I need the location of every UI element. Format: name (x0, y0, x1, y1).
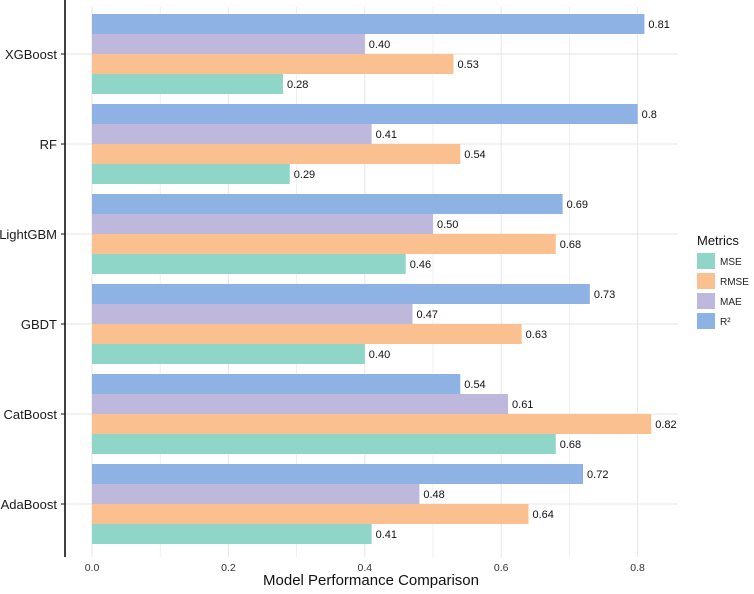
bar-catboost-mse (92, 434, 556, 454)
data-label-gbdt-mse: 0.40 (369, 349, 390, 361)
bar-gbdt-mae (92, 304, 413, 324)
legend-label-mae: MAE (720, 297, 742, 308)
data-label-rf-mse: 0.29 (294, 169, 315, 181)
category-label-xgboost: XGBoost (5, 47, 57, 62)
data-label-lightgbm-mae: 0.50 (437, 219, 458, 231)
bar-xgboost-r (92, 14, 645, 34)
data-label-catboost-rmse: 0.82 (655, 419, 676, 431)
x-tick-label-3: 0.6 (494, 562, 509, 574)
data-label-rf-r: 0.8 (642, 109, 657, 121)
data-label-lightgbm-mse: 0.46 (410, 259, 431, 271)
legend-title: Metrics (697, 233, 739, 248)
x-tick-label-2: 0.4 (357, 562, 372, 574)
legend: Metrics MSE RMSE MAE R² (697, 233, 749, 329)
bar-gbdt-r (92, 284, 590, 304)
data-label-adaboost-rmse: 0.64 (532, 509, 553, 521)
data-label-lightgbm-r: 0.69 (567, 199, 588, 211)
data-label-xgboost-mse: 0.28 (287, 79, 308, 91)
bar-adaboost-r (92, 464, 584, 484)
bar-xgboost-rmse (92, 54, 454, 74)
bar-xgboost-mae (92, 34, 365, 54)
bar-lightgbm-mse (92, 254, 406, 274)
data-label-adaboost-mse: 0.41 (376, 529, 397, 541)
bar-catboost-mae (92, 394, 509, 414)
bar-adaboost-rmse (92, 504, 529, 524)
data-label-gbdt-rmse: 0.63 (526, 329, 547, 341)
legend-label-mse: MSE (720, 257, 742, 268)
data-label-xgboost-rmse: 0.53 (457, 59, 478, 71)
data-label-catboost-mse: 0.68 (560, 439, 581, 451)
x-tick-label-4: 0.8 (630, 562, 645, 574)
bar-gbdt-mse (92, 344, 365, 364)
bar-rf-r (92, 104, 638, 124)
category-label-rf: RF (40, 137, 57, 152)
bar-catboost-r (92, 374, 461, 394)
bars-layer: 0.81 0.40 0.53 0.28 0.8 0.41 0.54 0.29 0.69 0.50 0… (92, 14, 677, 544)
x-axis-title: Model Performance Comparison (263, 572, 479, 589)
data-label-rf-mae: 0.41 (376, 129, 397, 141)
legend-swatch-mae (697, 293, 715, 309)
data-label-catboost-mae: 0.61 (512, 399, 533, 411)
data-label-catboost-r: 0.54 (464, 379, 485, 391)
data-label-lightgbm-rmse: 0.68 (560, 239, 581, 251)
legend-swatch-mse (697, 253, 715, 269)
legend-label-rmse: RMSE (720, 277, 749, 288)
bar-rf-mae (92, 124, 372, 144)
x-tick-labels: 0.0 0.2 0.4 0.6 0.8 (85, 562, 645, 574)
legend-swatch-r (697, 313, 715, 329)
legend-swatch-rmse (697, 273, 715, 289)
bar-catboost-rmse (92, 414, 652, 434)
legend-label-r: R² (720, 317, 731, 328)
bar-rf-mse (92, 164, 290, 184)
data-label-adaboost-mae: 0.48 (423, 489, 444, 501)
data-label-xgboost-r: 0.81 (648, 19, 669, 31)
category-label-lightgbm: LightGBM (0, 227, 57, 242)
x-tick-label-0: 0.0 (85, 562, 100, 574)
bar-xgboost-mse (92, 74, 283, 94)
data-label-adaboost-r: 0.72 (587, 469, 608, 481)
category-label-catboost: CatBoost (4, 407, 58, 422)
data-label-rf-rmse: 0.54 (464, 149, 485, 161)
bar-adaboost-mse (92, 524, 372, 544)
data-label-gbdt-r: 0.73 (594, 289, 615, 301)
data-label-xgboost-mae: 0.40 (369, 39, 390, 51)
category-label-adaboost: AdaBoost (1, 497, 58, 512)
bar-lightgbm-mae (92, 214, 433, 234)
legend-items: MSE RMSE MAE R² (697, 253, 749, 329)
data-label-gbdt-mae: 0.47 (417, 309, 438, 321)
category-label-gbdt: GBDT (21, 317, 57, 332)
bar-adaboost-mae (92, 484, 420, 504)
bar-lightgbm-r (92, 194, 563, 214)
bar-lightgbm-rmse (92, 234, 556, 254)
bar-rf-rmse (92, 144, 461, 164)
bar-gbdt-rmse (92, 324, 522, 344)
category-labels: XGBoost RF LightGBM GBDT CatBoost AdaBoost (0, 47, 65, 512)
x-tick-label-1: 0.2 (221, 562, 236, 574)
